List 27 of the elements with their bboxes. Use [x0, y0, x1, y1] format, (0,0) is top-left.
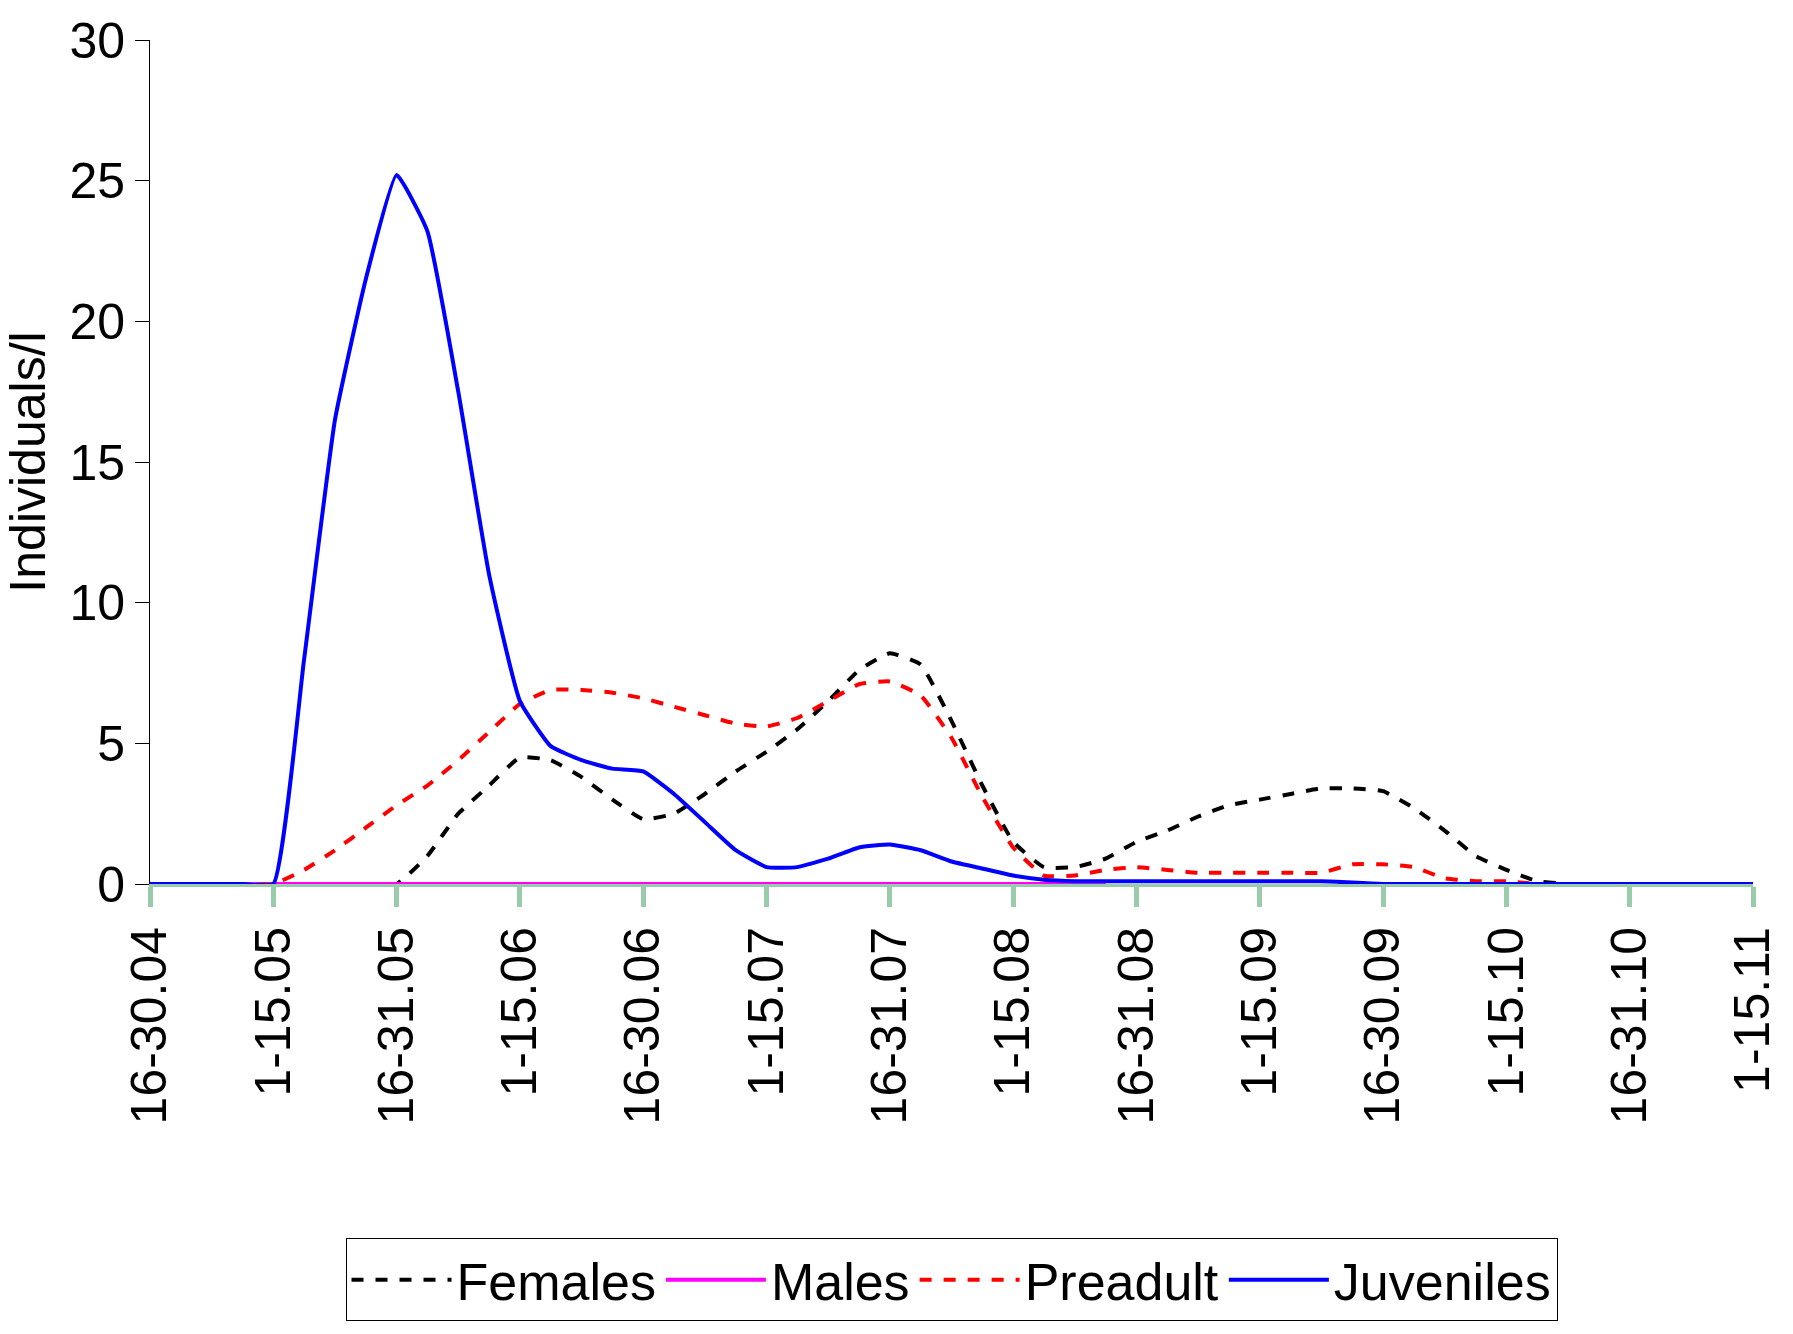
x-tick-label: 1-15.10	[1477, 927, 1534, 1097]
x-tick-label: 1-15.06	[491, 927, 548, 1097]
line-series	[150, 173, 1753, 884]
legend-label: Preadult	[1024, 1253, 1219, 1312]
y-tick-label: 0	[97, 856, 125, 913]
x-tick-label: 1-15.11	[1724, 927, 1781, 1093]
x-tick-label: 1-15.07	[737, 927, 794, 1097]
legend-label: Juveniles	[1333, 1253, 1551, 1312]
x-tick-label: 16-30.09	[1354, 927, 1411, 1125]
x-tick-label: 16-31.05	[367, 927, 424, 1125]
legend-label: Males	[770, 1253, 910, 1312]
x-tick-label: 16-31.07	[861, 927, 918, 1125]
x-tick-label: 16-31.10	[1600, 927, 1657, 1125]
y-tick-label: 30	[69, 12, 125, 69]
x-tick-label: 16-31.08	[1107, 927, 1164, 1125]
y-tick-label: 20	[69, 293, 125, 350]
y-tick-label: 25	[69, 153, 125, 210]
legend-label: Females	[456, 1253, 656, 1312]
x-tick-label: 16-30.06	[614, 927, 671, 1125]
y-tick-label: 10	[69, 575, 125, 632]
y-tick-label: 5	[97, 715, 125, 772]
x-tick-label: 1-15.05	[244, 927, 301, 1097]
y-axis-title: Individuals/l	[0, 331, 56, 593]
x-tick-label: 16-30.04	[121, 927, 178, 1125]
y-tick-label: 15	[69, 434, 125, 491]
x-tick-label: 1-15.08	[984, 927, 1041, 1097]
x-tick-label: 1-15.09	[1231, 927, 1288, 1097]
